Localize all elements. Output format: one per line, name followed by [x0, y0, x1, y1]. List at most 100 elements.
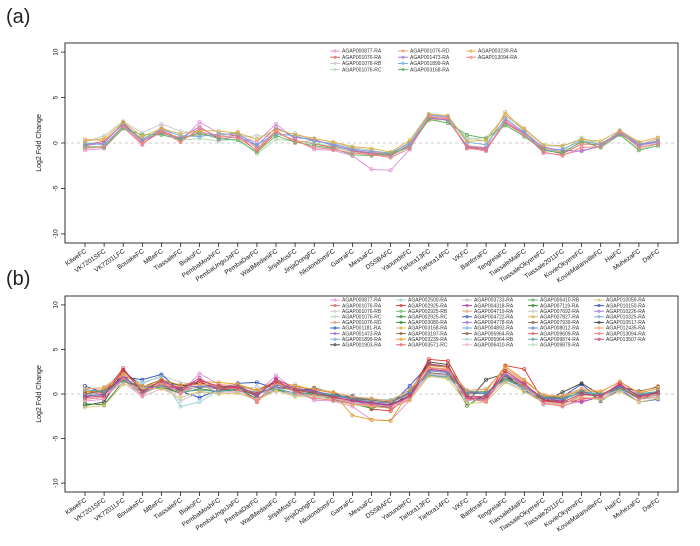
legend-marker: [531, 309, 535, 313]
data-point-AGAP001076-RB: [178, 129, 183, 134]
data-point-AGAP001903-RA: [102, 400, 107, 404]
legend-marker: [597, 332, 601, 336]
legend-marker: [401, 68, 405, 72]
y-tick-label: 10: [53, 301, 60, 309]
data-point-AGAP012435-RA: [102, 385, 107, 390]
data-point-AGAP001899-RA: [503, 116, 508, 121]
data-point-AGAP003239-RA: [484, 138, 489, 143]
legend-entry: AGAP001899-RA: [342, 337, 382, 343]
y-axis-label: Log2 Fold Change: [36, 114, 43, 172]
data-point-AGAP013094-RA: [369, 403, 374, 408]
data-point-AGAP001076-RB: [254, 384, 259, 389]
data-point-AGAP001181-RA: [197, 395, 202, 400]
data-point-AGAP013094-RA: [197, 126, 202, 131]
data-point-AGAP001181-RA: [159, 372, 164, 377]
legend-marker: [531, 320, 535, 324]
legend-marker: [465, 326, 469, 330]
data-point-AGAP001473-RA: [579, 149, 584, 154]
series-line-AGAP013094-RA: [84, 367, 659, 409]
data-point-AGAP012435-RA: [83, 386, 87, 391]
legend-entry: AGAP009879-RA: [540, 343, 580, 349]
data-point-AGAP003239-RA: [598, 139, 603, 144]
data-point-AGAP009874-RA: [159, 384, 164, 388]
legend-entry: AGAP004318-RA: [474, 303, 514, 309]
legend-marker: [465, 343, 469, 347]
data-point-AGAP013094-RA: [140, 141, 145, 146]
legend-marker: [597, 309, 601, 313]
data-point-AGAP001899-RA: [656, 139, 660, 144]
legend-marker: [399, 326, 403, 330]
legend-marker: [597, 337, 601, 341]
legend-marker: [399, 309, 403, 313]
legend-marker: [399, 332, 403, 336]
y-tick-label: 0: [53, 392, 60, 396]
legend-entry: AGAP004892-RA: [474, 326, 514, 332]
y-tick-label: 0: [53, 141, 60, 145]
data-point-AGAP001899-RA: [350, 147, 355, 152]
data-point-AGAP001899-RA: [216, 131, 221, 136]
data-point-AGAP003168-RA: [178, 137, 183, 142]
data-point-AGAP012435-RA: [197, 382, 202, 387]
data-point-AGAP013094-RA: [312, 396, 317, 401]
data-point-AGAP003168-RA: [503, 122, 508, 127]
legend-entry: AGAP001903-RA: [342, 343, 382, 349]
legend-marker: [597, 304, 601, 308]
legend-entry: AGAP005964-RA: [474, 331, 514, 337]
data-point-AGAP013507-RA: [254, 392, 259, 396]
data-point-AGAP001899-RA: [407, 141, 412, 145]
legend-marker: [333, 337, 337, 341]
legend-entry: AGAP001181-RA: [342, 326, 381, 332]
data-point-AGAP001076-RC: [465, 135, 469, 140]
data-point-AGAP000877-RA: [197, 120, 202, 125]
data-point-AGAP013507-RA: [140, 389, 145, 394]
data-point-AGAP003239-RA: [388, 418, 393, 423]
data-point-AGAP003239-RA: [140, 134, 145, 139]
data-point-AGAP003239-RA: [656, 386, 660, 391]
y-tick-label: 10: [53, 48, 60, 56]
legend-marker: [333, 298, 337, 302]
y-tick-label: 5: [53, 95, 60, 99]
data-point-AGAP001899-RA: [83, 141, 87, 145]
legend-marker: [399, 343, 403, 347]
data-point-AGAP001899-RA: [254, 142, 259, 147]
data-point-AGAP012435-RA: [560, 393, 565, 398]
data-point-AGAP003239-RA: [216, 129, 221, 134]
data-point-AGAP013507-RA: [388, 402, 393, 407]
data-point-AGAP000877-RA: [83, 399, 87, 404]
data-point-AGAP001181-RA: [254, 380, 259, 385]
data-point-AGAP013094-RA: [522, 132, 527, 137]
legend-marker: [465, 298, 469, 302]
data-point-AGAP001899-RA: [484, 142, 489, 147]
data-point-AGAP001181-RA: [83, 384, 87, 388]
data-point-AGAP013507-RA: [407, 393, 412, 398]
data-point-AGAP010059-RA: [140, 386, 145, 391]
data-point-AGAP013094-RA: [178, 140, 183, 145]
data-point-AGAP003239-RA: [254, 137, 259, 142]
y-tick-label: -5: [53, 185, 60, 191]
data-point-AGAP001181-RA: [140, 377, 145, 382]
data-point-AGAP013507-RA: [484, 394, 489, 399]
data-point-AGAP002925-RA: [388, 408, 393, 413]
data-point-AGAP013094-RA: [579, 396, 584, 401]
data-point-AGAP013094-RA: [656, 141, 660, 146]
data-point-AGAP000877-RA: [388, 168, 393, 173]
legend-marker: [401, 55, 405, 59]
legend-marker: [399, 298, 403, 302]
legend-entry: AGAP008012-RA: [540, 326, 580, 332]
data-point-AGAP003733-RA: [178, 399, 183, 404]
data-point-AGAP013094-RA: [426, 114, 431, 119]
legend-entry: AGAP005964-RB: [474, 337, 514, 343]
legend-marker: [597, 320, 601, 324]
legend-marker: [333, 320, 337, 324]
legend-entry: AGAP002925-RC: [408, 315, 448, 321]
data-point-AGAP002925-RA: [426, 357, 431, 362]
data-point-AGAP000877-RA: [254, 140, 259, 145]
data-point-AGAP010059-RA: [274, 388, 278, 393]
data-point-AGAP012435-RA: [598, 389, 603, 394]
data-point-AGAP000877-RA: [274, 373, 278, 378]
data-point-AGAP012435-RA: [656, 384, 660, 388]
legend-entry: AGAP007119-RA: [540, 303, 579, 309]
legend-entry: AGAP002500-RA: [408, 298, 448, 304]
data-point-AGAP002500-RA: [140, 380, 145, 385]
